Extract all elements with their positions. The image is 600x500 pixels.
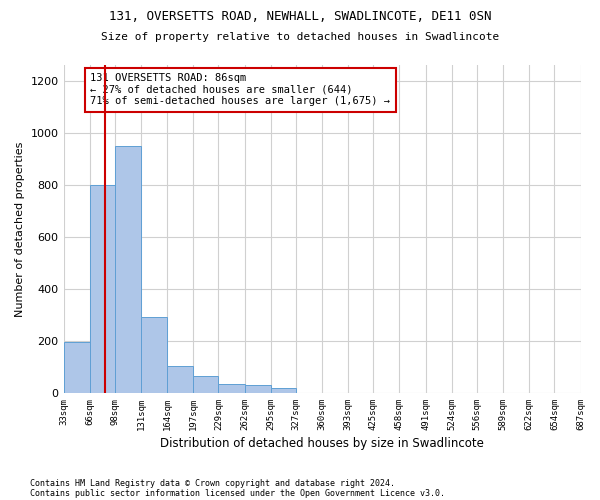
Y-axis label: Number of detached properties: Number of detached properties xyxy=(15,142,25,316)
Text: Size of property relative to detached houses in Swadlincote: Size of property relative to detached ho… xyxy=(101,32,499,42)
Bar xyxy=(89,184,115,393)
Bar xyxy=(271,388,296,393)
Text: Contains public sector information licensed under the Open Government Licence v3: Contains public sector information licen… xyxy=(30,488,445,498)
Text: Contains HM Land Registry data © Crown copyright and database right 2024.: Contains HM Land Registry data © Crown c… xyxy=(30,478,395,488)
Bar xyxy=(245,385,271,393)
X-axis label: Distribution of detached houses by size in Swadlincote: Distribution of detached houses by size … xyxy=(160,437,484,450)
Bar xyxy=(115,146,141,393)
Bar xyxy=(193,376,218,393)
Bar xyxy=(218,384,245,393)
Bar xyxy=(167,366,193,393)
Text: 131 OVERSETTS ROAD: 86sqm
← 27% of detached houses are smaller (644)
71% of semi: 131 OVERSETTS ROAD: 86sqm ← 27% of detac… xyxy=(91,73,391,106)
Bar xyxy=(141,318,167,393)
Text: 131, OVERSETTS ROAD, NEWHALL, SWADLINCOTE, DE11 0SN: 131, OVERSETTS ROAD, NEWHALL, SWADLINCOT… xyxy=(109,10,491,23)
Bar xyxy=(64,342,89,393)
